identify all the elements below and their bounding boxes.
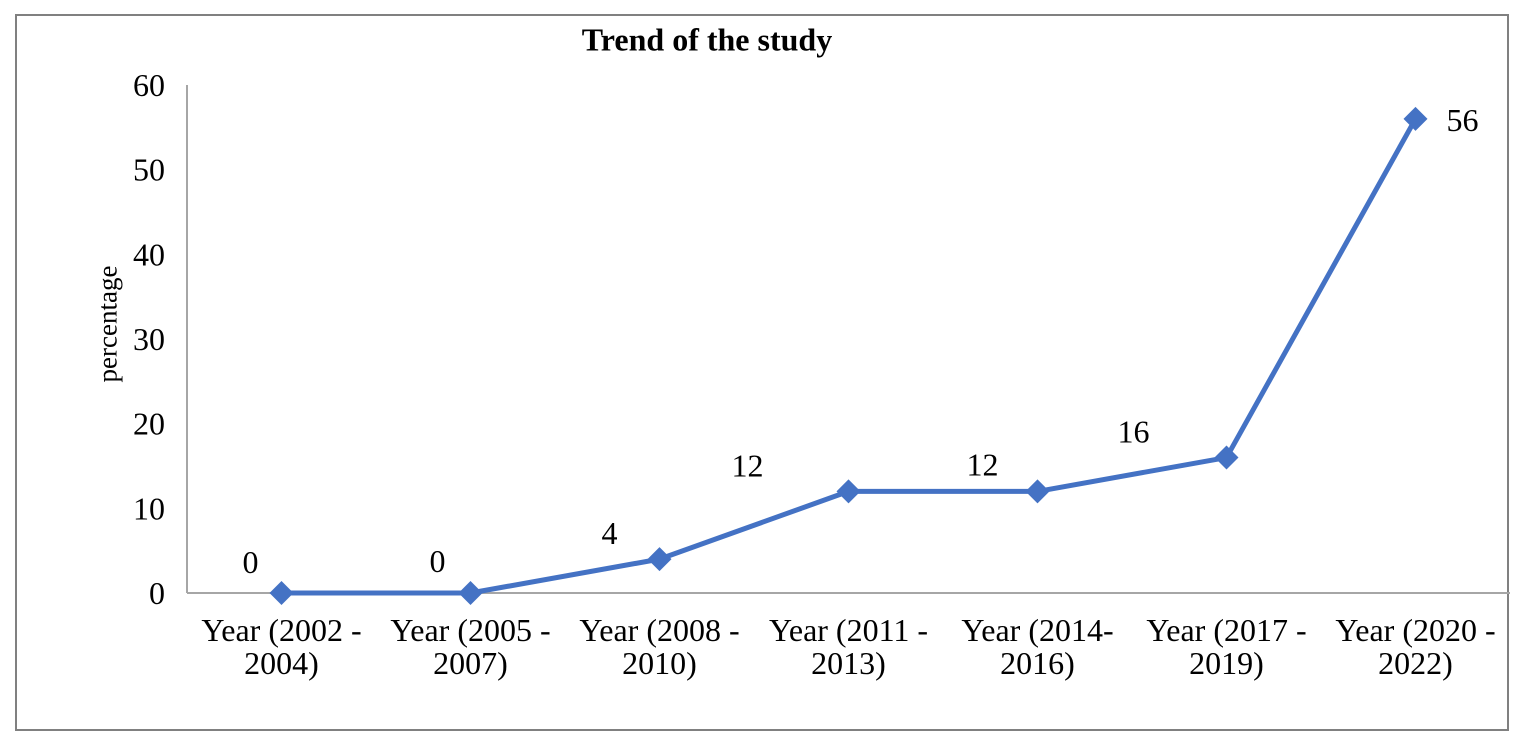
y-tick-label: 50 bbox=[133, 152, 165, 188]
y-tick-label: 60 bbox=[133, 67, 165, 103]
x-category-label-line1: Year (2008 - bbox=[579, 612, 739, 648]
data-value-label: 0 bbox=[430, 543, 446, 579]
data-point-marker bbox=[458, 581, 483, 605]
data-value-label: 56 bbox=[1447, 102, 1479, 138]
x-category-label-line1: Year (2020 - bbox=[1335, 612, 1495, 648]
y-tick-label: 20 bbox=[133, 406, 165, 442]
x-category-label-line1: Year (2005 - bbox=[390, 612, 550, 648]
data-point-marker bbox=[836, 479, 861, 504]
data-point-marker bbox=[1403, 106, 1428, 131]
chart-border-frame bbox=[15, 14, 1509, 731]
x-category-label-line1: Year (2014- bbox=[961, 612, 1113, 648]
data-value-label: 16 bbox=[1118, 414, 1150, 450]
x-category-label-line1: Year (2002 - bbox=[201, 612, 361, 648]
chart-title: Trend of the study bbox=[581, 21, 833, 58]
x-category-label-line2: 2004) bbox=[244, 645, 319, 681]
data-point-marker bbox=[269, 581, 294, 605]
trend-line bbox=[279, 116, 1418, 596]
x-category-label-line2: 2016) bbox=[1000, 645, 1075, 681]
x-category-label-line2: 2019) bbox=[1189, 645, 1264, 681]
x-category-label-line2: 2010) bbox=[622, 645, 697, 681]
data-value-label: 0 bbox=[243, 544, 259, 580]
y-tick-label: 0 bbox=[149, 575, 165, 611]
data-point-marker bbox=[1025, 479, 1050, 504]
data-point-marker bbox=[647, 547, 672, 572]
x-category-label-line1: Year (2011 - bbox=[769, 612, 928, 648]
y-tick-label: 10 bbox=[133, 490, 165, 526]
x-category-label-line2: 2022) bbox=[1378, 645, 1453, 681]
data-point-marker bbox=[1214, 445, 1239, 470]
y-tick-label: 30 bbox=[133, 321, 165, 357]
x-category-label-line2: 2007) bbox=[433, 645, 508, 681]
x-category-label-line2: 2013) bbox=[811, 645, 886, 681]
y-tick-label: 40 bbox=[133, 236, 165, 272]
x-category-label-line1: Year (2017 - bbox=[1146, 612, 1306, 648]
data-value-label: 12 bbox=[732, 447, 764, 483]
data-value-label: 4 bbox=[602, 515, 618, 551]
data-value-label: 12 bbox=[967, 446, 999, 482]
